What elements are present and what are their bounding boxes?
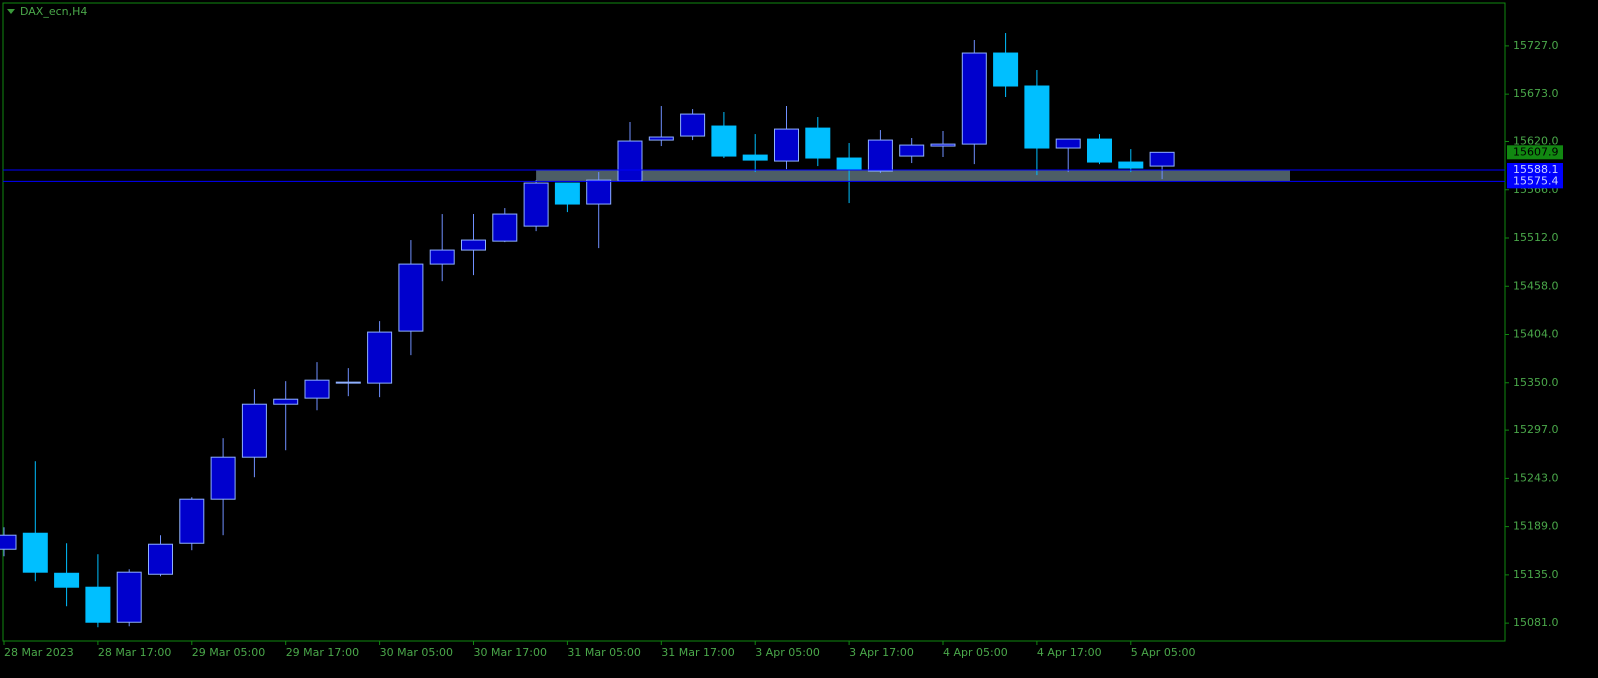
candle-body — [930, 143, 956, 147]
y-tick-label: 15727.0 — [1513, 39, 1559, 52]
candle-body — [867, 139, 893, 172]
x-tick-label: 4 Apr 05:00 — [943, 646, 1008, 659]
candle-body — [429, 249, 455, 265]
candle-body — [617, 140, 643, 182]
price-tag-bg — [1507, 174, 1563, 189]
candle-body — [273, 398, 299, 405]
y-tick-label: 15620.0 — [1513, 135, 1559, 148]
x-tick-label: 3 Apr 17:00 — [849, 646, 914, 659]
candle-body — [398, 263, 424, 332]
y-tick-label: 15458.0 — [1513, 279, 1559, 292]
candle-body — [85, 586, 111, 623]
candle-body — [1149, 151, 1175, 167]
candle-body — [1087, 138, 1112, 163]
candle-body — [899, 144, 925, 157]
x-tick-label: 31 Mar 05:00 — [567, 646, 640, 659]
candle-body — [492, 213, 518, 242]
candle-body — [680, 113, 706, 137]
candle-body — [648, 136, 674, 141]
price-tag-bg — [1507, 145, 1563, 160]
y-tick-label: 15673.0 — [1513, 87, 1559, 100]
candle-body — [116, 571, 142, 623]
price-tag: 15575.4 — [1513, 174, 1559, 187]
y-tick-label: 15243.0 — [1513, 471, 1559, 484]
candle-body — [335, 381, 361, 384]
price-tag: 15607.9 — [1513, 145, 1559, 158]
candle-body — [461, 239, 486, 251]
candle-body — [210, 456, 236, 500]
price-tag-bg — [1507, 163, 1563, 178]
y-tick-label: 15404.0 — [1513, 328, 1559, 341]
candle-body — [805, 127, 831, 159]
x-tick-label: 29 Mar 05:00 — [192, 646, 265, 659]
candle-body — [148, 543, 173, 575]
candle-body — [54, 572, 80, 588]
candle-body — [1118, 161, 1144, 169]
candle-body — [0, 534, 17, 550]
candle-body — [179, 498, 205, 544]
candle-body — [742, 154, 768, 161]
candle-body — [961, 52, 987, 145]
zone — [536, 170, 1290, 182]
candle-body — [304, 379, 330, 399]
y-tick-label: 15189.0 — [1513, 520, 1559, 533]
chart-title: DAX_ecn,H4 — [20, 5, 87, 18]
x-tick-label: 28 Mar 2023 — [4, 646, 74, 659]
x-tick-label: 30 Mar 17:00 — [474, 646, 547, 659]
candle-body — [241, 403, 267, 458]
y-tick-label: 15350.0 — [1513, 376, 1559, 389]
title-arrow[interactable] — [7, 9, 15, 14]
x-tick-label: 28 Mar 17:00 — [98, 646, 171, 659]
candle-body — [554, 182, 580, 205]
candle-body — [836, 157, 862, 170]
candle-body — [1055, 138, 1081, 149]
candle-body — [367, 331, 393, 384]
candle-body — [711, 125, 737, 157]
y-tick-label: 15135.0 — [1513, 568, 1559, 581]
x-tick-label: 31 Mar 17:00 — [661, 646, 734, 659]
y-tick-label: 15081.0 — [1513, 616, 1559, 629]
plot-frame — [2, 2, 1506, 642]
y-tick-label: 15297.0 — [1513, 423, 1559, 436]
x-tick-label: 29 Mar 17:00 — [286, 646, 359, 659]
candle-body — [1024, 85, 1050, 149]
x-tick-label: 3 Apr 05:00 — [755, 646, 820, 659]
y-tick-label: 15512.0 — [1513, 231, 1559, 244]
candle-body — [586, 179, 612, 205]
x-tick-label: 5 Apr 05:00 — [1131, 646, 1196, 659]
x-tick-label: 30 Mar 05:00 — [380, 646, 453, 659]
x-tick-label: 4 Apr 17:00 — [1037, 646, 1102, 659]
candle-body — [993, 52, 1019, 87]
candle-body — [523, 182, 549, 227]
price-tag: 15588.1 — [1513, 163, 1559, 176]
candle-body — [22, 532, 48, 573]
candle-body — [774, 128, 799, 162]
